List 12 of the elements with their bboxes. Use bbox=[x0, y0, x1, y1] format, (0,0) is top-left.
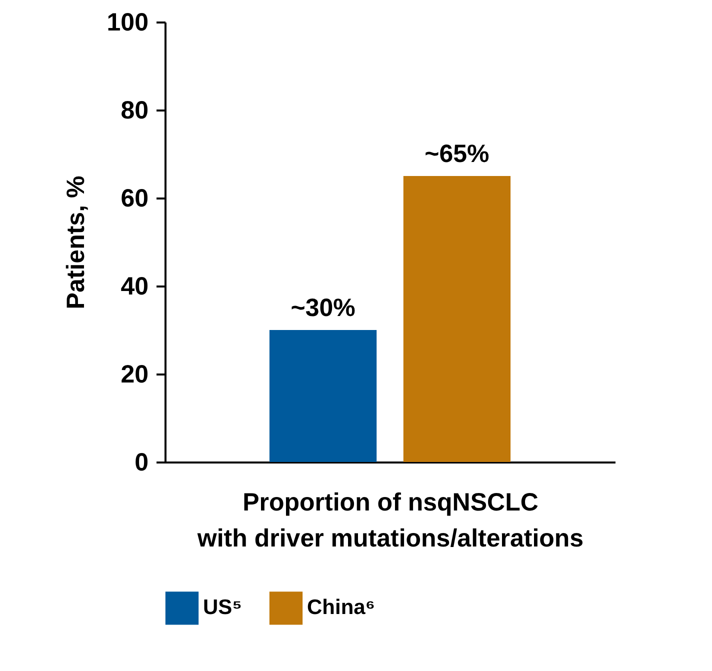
legend-label: China⁶ bbox=[307, 596, 376, 620]
x-axis-title: Proportion of nsqNSCLC with driver mutations/alterations bbox=[196, 488, 584, 552]
data-label: ~65% bbox=[424, 140, 490, 168]
y-tick-label: 60 bbox=[120, 184, 148, 212]
data-label: ~30% bbox=[290, 294, 356, 322]
y-tick-label: 40 bbox=[120, 272, 148, 300]
y-axis-title: Patients, % bbox=[62, 176, 90, 310]
y-tick-label: 0 bbox=[134, 448, 148, 476]
y-tick-label: 80 bbox=[120, 96, 148, 124]
legend-label: US⁵ bbox=[203, 596, 242, 620]
y-tick-label: 20 bbox=[120, 360, 148, 388]
y-tick-label: 100 bbox=[106, 8, 148, 36]
